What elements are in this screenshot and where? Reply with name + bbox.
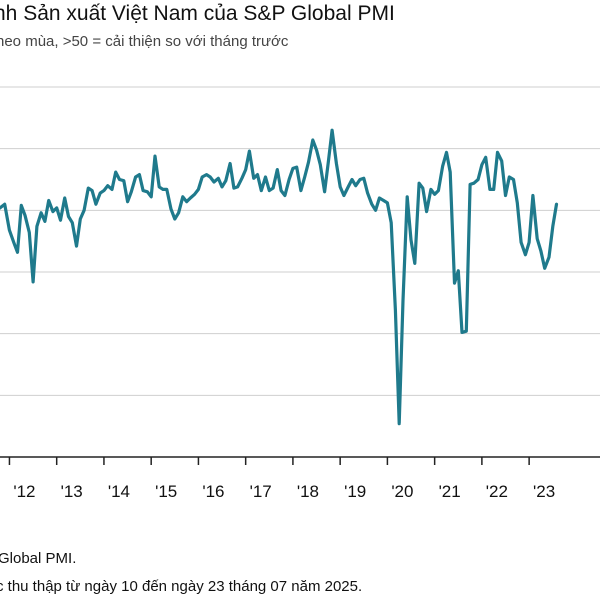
x-tick-label: '14 bbox=[108, 482, 130, 501]
chart-title: nh Sản xuất Việt Nam của S&P Global PMI bbox=[0, 2, 395, 25]
x-axis bbox=[0, 456, 600, 465]
x-tick-label: '23 bbox=[533, 482, 555, 501]
x-tick-label: '19 bbox=[344, 482, 366, 501]
x-tick-label: '21 bbox=[439, 482, 461, 501]
x-tick-label: '13 bbox=[61, 482, 83, 501]
chart-subtitle: heo mùa, >50 = cải thiện so với tháng tr… bbox=[0, 33, 289, 50]
data-collection-note: c thu thập từ ngày 10 đến ngày 23 tháng … bbox=[0, 578, 363, 595]
source-note: Global PMI. bbox=[0, 550, 77, 567]
x-tick-labels: '12 '13 '14 '15 '16 '17 '18 '19 '20 '21 '22 '23 bbox=[13, 482, 555, 501]
x-tick-label: '17 bbox=[250, 482, 272, 501]
x-tick-label: '18 bbox=[297, 482, 319, 501]
x-tick-label: '16 bbox=[202, 482, 224, 501]
x-tick-label: '20 bbox=[391, 482, 413, 501]
gridlines bbox=[0, 86, 600, 396]
x-tick-label: '22 bbox=[486, 482, 508, 501]
pmi-series-line bbox=[0, 128, 559, 426]
series-layer bbox=[0, 128, 559, 426]
pmi-line-chart: '12 '13 '14 '15 '16 '17 '18 '19 '20 '21 '22 '23 bbox=[0, 86, 600, 501]
x-tick-label: '12 bbox=[13, 482, 35, 501]
x-tick-label: '15 bbox=[155, 482, 177, 501]
